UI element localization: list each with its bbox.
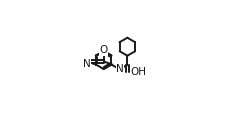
Text: N: N [116, 64, 124, 74]
Text: O: O [100, 45, 108, 55]
Text: OH: OH [131, 67, 147, 77]
Text: N: N [83, 59, 91, 69]
